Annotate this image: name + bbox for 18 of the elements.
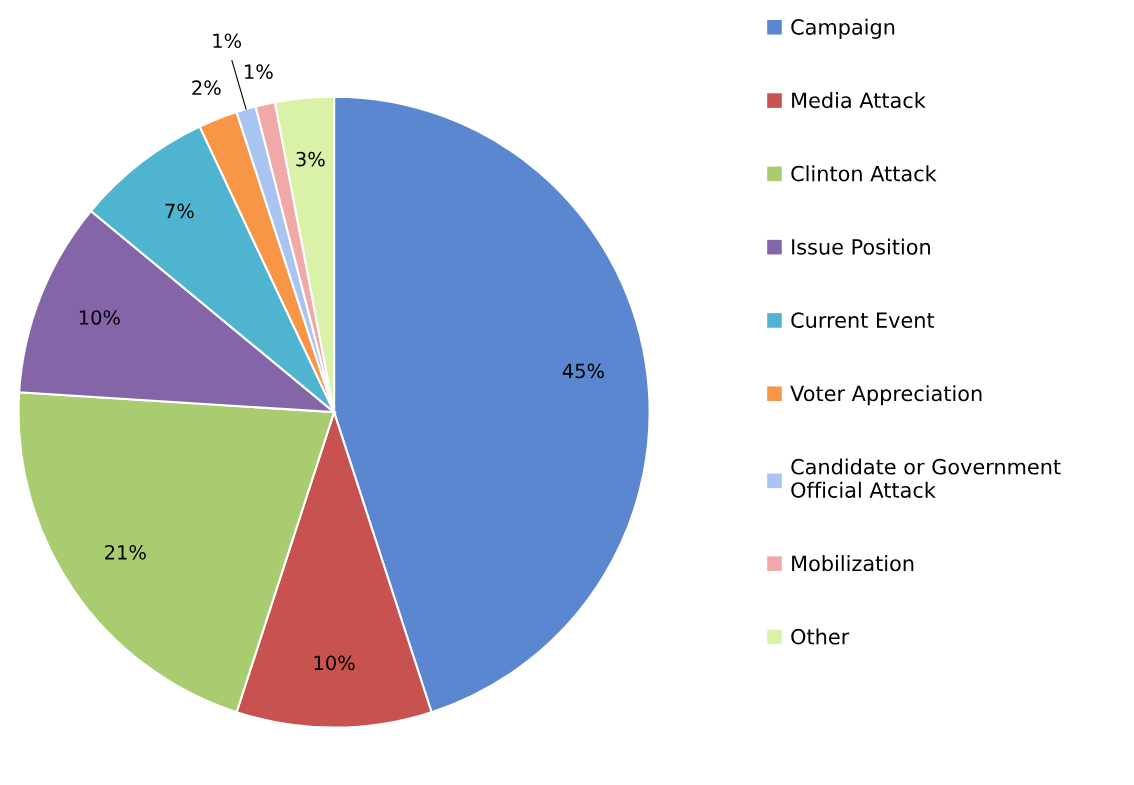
legend-label: Media Attack [792, 92, 926, 109]
data-label: 2% [192, 80, 221, 96]
legend-label: Issue Position [792, 238, 930, 255]
legend-label: Candidate or Government Official Attack [791, 458, 1061, 498]
data-label: 10% [79, 310, 120, 325]
data-label: 1% [245, 64, 273, 80]
legend-label: Voter Appreciation [790, 385, 982, 406]
legend-label: Campaign [791, 18, 895, 39]
legend-label: Current Event [791, 312, 935, 329]
legend-label: Mobilization [792, 555, 914, 572]
data-label: 10% [314, 655, 355, 671]
data-label: 1% [213, 33, 242, 49]
legend-label: Other [791, 628, 850, 645]
legend-label: Clinton Attack [791, 165, 937, 182]
data-label: 7% [165, 203, 194, 219]
data-label: 45% [562, 363, 604, 379]
data-label: 3% [296, 151, 325, 167]
data-label: 21% [105, 544, 146, 560]
